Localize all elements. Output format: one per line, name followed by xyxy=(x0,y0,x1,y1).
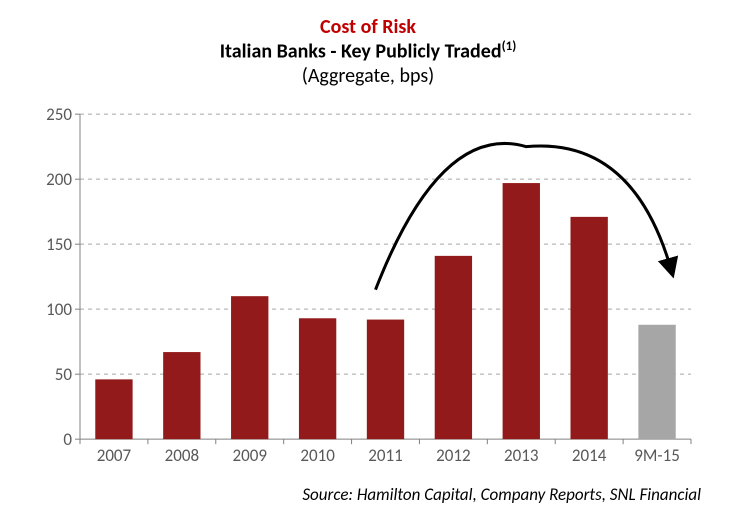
y-tick-label: 50 xyxy=(55,364,73,385)
chart-container: Cost of Risk Italian Banks - Key Publicl… xyxy=(0,0,736,515)
y-tick-label: 200 xyxy=(46,169,72,190)
bar xyxy=(231,296,268,439)
x-tick-label: 2013 xyxy=(504,445,538,466)
x-tick-label: 2010 xyxy=(300,445,335,466)
bar xyxy=(570,217,607,439)
y-tick-label: 150 xyxy=(46,234,72,255)
bar xyxy=(299,318,336,439)
bar xyxy=(503,183,540,439)
bar xyxy=(163,352,200,439)
y-tick-label: 0 xyxy=(63,429,72,450)
x-tick-label: 9M-15 xyxy=(634,445,680,466)
x-tick-label: 2012 xyxy=(436,445,470,466)
bar xyxy=(367,319,404,439)
y-tick-label: 100 xyxy=(46,299,72,320)
chart-source: Source: Hamilton Capital, Company Report… xyxy=(25,484,711,505)
chart-title-2-text: Italian Banks - Key Publicly Traded xyxy=(220,40,502,64)
chart-title-2-sup: (1) xyxy=(502,39,517,54)
bar xyxy=(95,379,132,439)
x-tick-label: 2008 xyxy=(165,445,199,466)
x-tick-label: 2009 xyxy=(232,445,267,466)
chart-title-3: (Aggregate, bps) xyxy=(25,64,711,88)
bar xyxy=(435,256,472,439)
bar xyxy=(638,324,675,438)
y-tick-label: 250 xyxy=(46,104,72,125)
chart-title-2: Italian Banks - Key Publicly Traded(1) xyxy=(25,39,711,64)
x-tick-label: 2011 xyxy=(368,445,402,466)
chart-title-1: Cost of Risk xyxy=(25,15,711,39)
chart-title-block: Cost of Risk Italian Banks - Key Publicl… xyxy=(25,15,711,88)
x-tick-label: 2007 xyxy=(97,445,132,466)
x-tick-label: 2014 xyxy=(572,445,607,466)
chart-svg: 0 50 100 150 200 250 2007 2008 2009 2010 2011 2012 2… xyxy=(25,96,711,482)
chart-plot-area: 0 50 100 150 200 250 2007 2008 2009 2010 2011 2012 2… xyxy=(25,96,711,482)
